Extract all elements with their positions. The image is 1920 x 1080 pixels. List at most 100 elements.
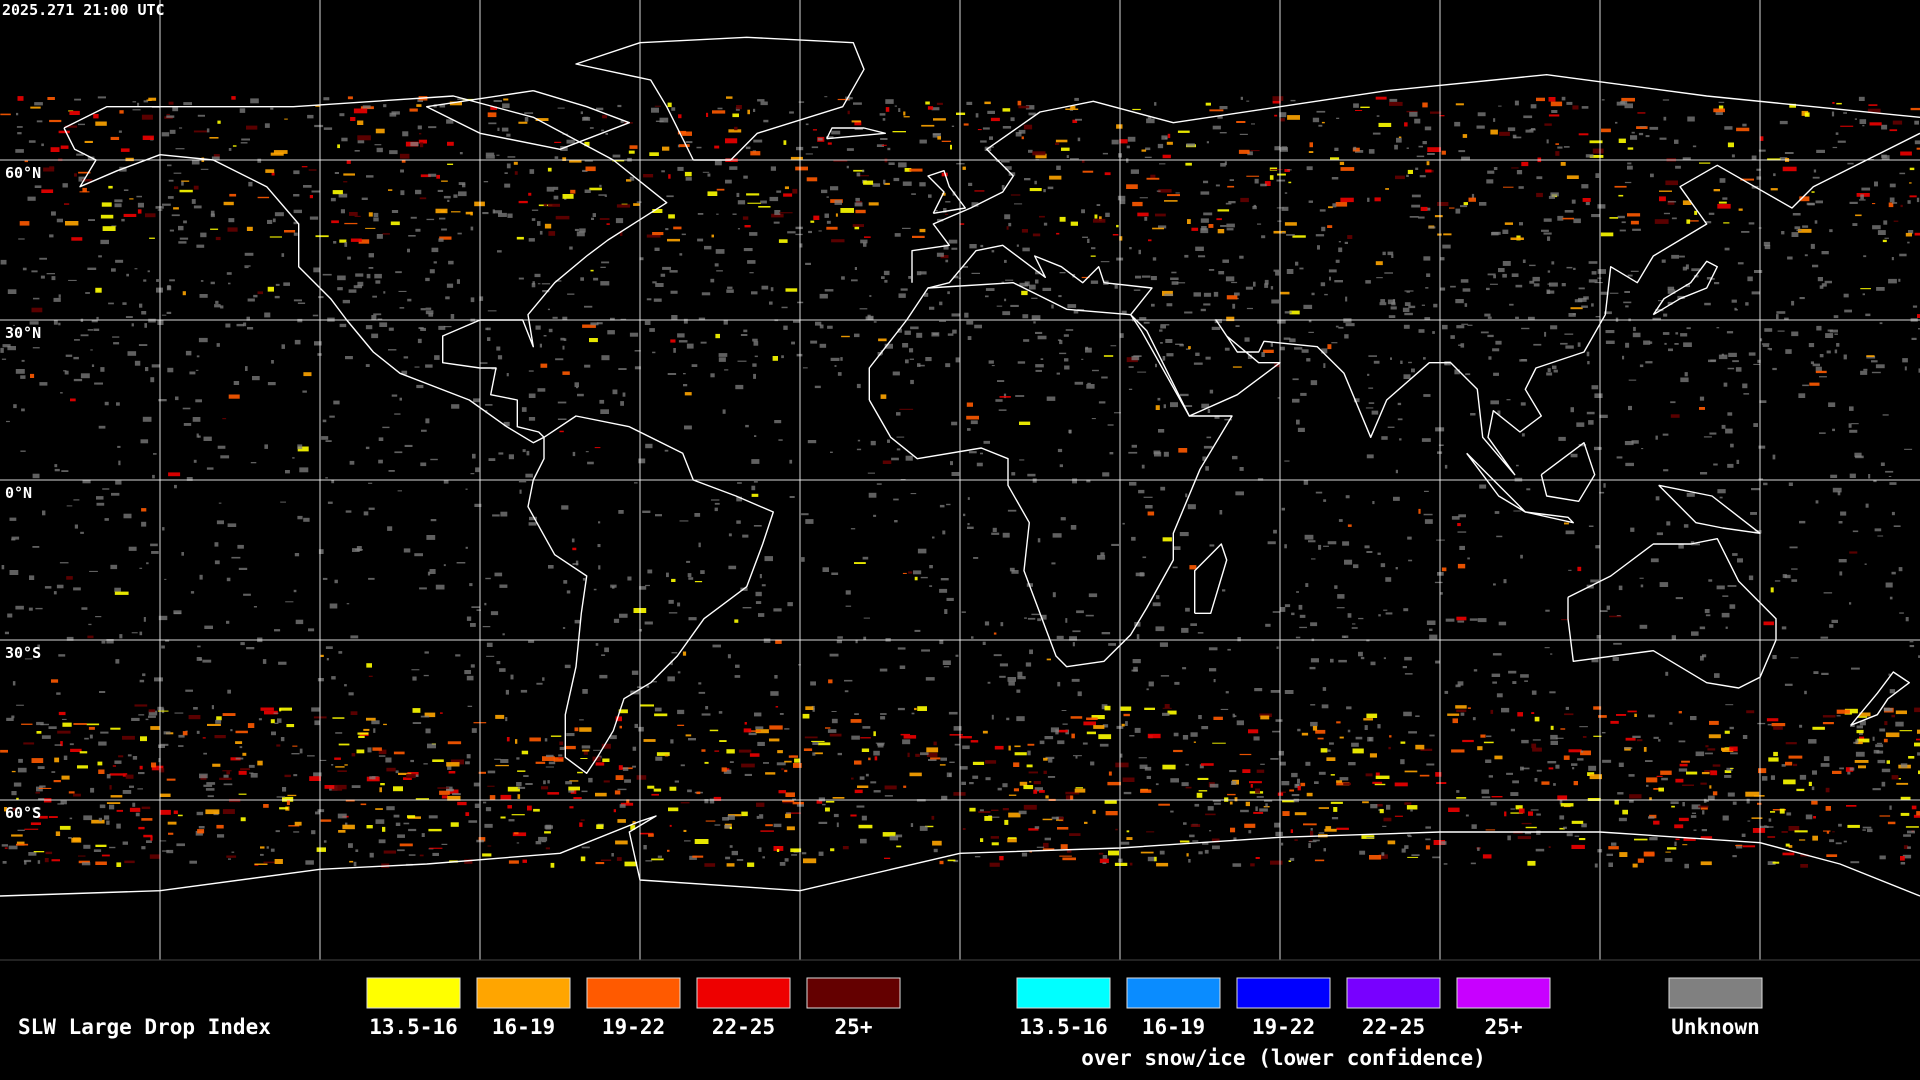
cloud-pixel: [812, 708, 815, 712]
cloud-pixel: [1303, 480, 1309, 485]
cloud-pixel: [949, 773, 952, 777]
cloud-pixel: [572, 547, 577, 551]
cloud-pixel: [818, 230, 822, 232]
cloud-pixel: [345, 510, 352, 513]
cloud-pixel: [1828, 402, 1836, 407]
cloud-pixel: [1772, 861, 1780, 864]
cloud-pixel: [279, 807, 289, 810]
cloud-pixel: [1524, 831, 1532, 835]
legend-label: 22-25: [1362, 1015, 1425, 1039]
cloud-pixel: [909, 348, 914, 353]
cloud-pixel: [430, 458, 438, 461]
cloud-pixel: [349, 860, 354, 863]
cloud-pixel: [326, 658, 329, 661]
cloud-pixel: [215, 236, 221, 241]
cloud-pixel: [1072, 630, 1081, 633]
cloud-pixel: [1807, 203, 1815, 206]
cloud-pixel: [202, 659, 212, 663]
cloud-pixel: [1114, 412, 1121, 414]
cloud-pixel: [600, 859, 612, 861]
cloud-pixel: [73, 793, 81, 797]
cloud-pixel: [789, 496, 795, 498]
cloud-pixel: [1586, 411, 1595, 415]
cloud-pixel: [1267, 541, 1276, 545]
cloud-pixel: [599, 218, 610, 220]
cloud-pixel: [1102, 152, 1108, 155]
cloud-pixel: [173, 612, 182, 615]
cloud-pixel: [1700, 655, 1704, 661]
cloud-pixel: [1857, 738, 1870, 743]
cloud-pixel: [1709, 785, 1712, 789]
cloud-pixel: [1277, 220, 1282, 222]
cloud-pixel: [169, 279, 175, 282]
cloud-pixel: [629, 332, 639, 337]
cloud-pixel: [334, 784, 347, 790]
cloud-pixel: [686, 343, 694, 349]
cloud-pixel: [1289, 857, 1295, 861]
cloud-pixel: [882, 832, 896, 837]
cloud-pixel: [759, 574, 762, 579]
cloud-pixel: [343, 181, 348, 183]
cloud-pixel: [1328, 269, 1337, 273]
cloud-pixel: [856, 448, 862, 451]
cloud-pixel: [161, 645, 165, 649]
cloud-pixel: [1767, 861, 1776, 865]
cloud-pixel: [407, 248, 410, 253]
cloud-pixel: [1308, 331, 1314, 333]
cloud-pixel: [744, 773, 752, 776]
cloud-pixel: [911, 712, 915, 715]
cloud-pixel: [1617, 215, 1625, 219]
cloud-pixel: [464, 859, 473, 864]
cloud-pixel: [1159, 642, 1168, 647]
cloud-pixel: [1671, 254, 1679, 259]
cloud-pixel: [1477, 746, 1483, 751]
cloud-pixel: [1147, 733, 1161, 739]
cloud-pixel: [443, 326, 452, 328]
cloud-pixel: [1624, 747, 1631, 751]
cloud-pixel: [1394, 144, 1398, 150]
cloud-pixel: [939, 588, 948, 593]
legend-title: SLW Large Drop Index: [18, 1015, 271, 1039]
cloud-pixel: [485, 807, 492, 812]
cloud-pixel: [270, 719, 275, 724]
cloud-pixel: [1812, 363, 1820, 367]
cloud-pixel: [506, 373, 509, 377]
cloud-pixel: [7, 346, 17, 351]
cloud-pixel: [1039, 215, 1045, 218]
cloud-pixel: [118, 755, 124, 758]
cloud-pixel: [478, 771, 486, 774]
legend-label: Unknown: [1671, 1015, 1760, 1039]
cloud-pixel: [1460, 712, 1465, 716]
cloud-pixel: [1185, 162, 1192, 166]
cloud-pixel: [701, 749, 706, 752]
cloud-pixel: [1902, 854, 1912, 859]
cloud-pixel: [137, 202, 144, 208]
cloud-pixel: [791, 341, 795, 345]
cloud-pixel: [244, 266, 249, 269]
cloud-pixel: [615, 775, 624, 780]
cloud-pixel: [737, 360, 747, 362]
cloud-pixel: [833, 160, 848, 162]
cloud-pixel: [822, 803, 826, 806]
cloud-pixel: [1823, 756, 1830, 761]
cloud-pixel: [1112, 234, 1119, 236]
cloud-pixel: [1358, 617, 1364, 620]
cloud-pixel: [936, 102, 943, 105]
cloud-pixel: [710, 278, 715, 283]
cloud-pixel: [415, 228, 421, 232]
cloud-pixel: [1433, 303, 1438, 308]
cloud-pixel: [1482, 854, 1492, 859]
cloud-pixel: [1065, 618, 1068, 623]
cloud-pixel: [228, 148, 232, 151]
cloud-pixel: [1400, 741, 1406, 744]
cloud-pixel: [472, 453, 476, 459]
cloud-pixel: [1305, 761, 1311, 766]
cloud-pixel: [1425, 169, 1432, 173]
cloud-pixel: [779, 713, 784, 715]
cloud-pixel: [714, 263, 719, 267]
cloud-pixel: [1618, 585, 1623, 591]
cloud-pixel: [1467, 707, 1471, 709]
cloud-pixel: [1420, 748, 1433, 751]
cloud-pixel: [1010, 194, 1021, 196]
cloud-pixel: [1760, 338, 1763, 342]
